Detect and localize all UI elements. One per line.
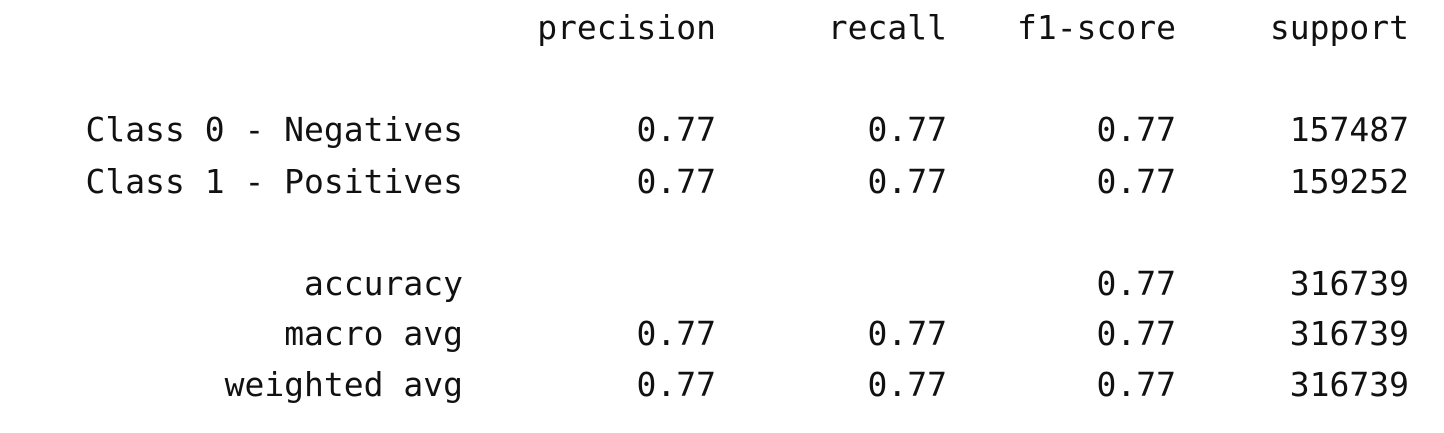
accuracy-row: accuracy 0.77 316739 xyxy=(0,262,1444,306)
precision-value: 0.77 xyxy=(636,162,716,201)
weighted-avg-row: weighted avg 0.77 0.77 0.77 316739 xyxy=(0,363,1444,407)
f1-score-value: 0.77 xyxy=(1096,264,1176,303)
f1-score-value: 0.77 xyxy=(1096,365,1176,404)
class-row-negatives: Class 0 - Negatives 0.77 0.77 0.77 15748… xyxy=(0,108,1444,152)
support-value: 157487 xyxy=(1289,110,1409,149)
macro-avg-row: macro avg 0.77 0.77 0.77 316739 xyxy=(0,312,1444,356)
precision-value: 0.77 xyxy=(636,110,716,149)
recall-value: 0.77 xyxy=(867,110,947,149)
support-value: 316739 xyxy=(1289,264,1409,303)
precision-value: 0.77 xyxy=(636,365,716,404)
row-label: Class 1 - Positives xyxy=(85,162,464,201)
header-row: precision recall f1-score support xyxy=(0,6,1444,50)
f1-score-value: 0.77 xyxy=(1096,110,1176,149)
row-label: accuracy xyxy=(304,264,463,303)
support-value: 159252 xyxy=(1289,162,1409,201)
f1-score-value: 0.77 xyxy=(1096,314,1176,353)
recall-value: 0.77 xyxy=(867,162,947,201)
support-value: 316739 xyxy=(1289,314,1409,353)
recall-value: 0.77 xyxy=(867,365,947,404)
header-f1-score: f1-score xyxy=(1017,8,1176,47)
f1-score-value: 0.77 xyxy=(1096,162,1176,201)
row-label: macro avg xyxy=(284,314,463,353)
recall-value: 0.77 xyxy=(867,314,947,353)
support-value: 316739 xyxy=(1289,365,1409,404)
precision-value: 0.77 xyxy=(636,314,716,353)
header-recall: recall xyxy=(827,8,947,47)
header-support: support xyxy=(1269,8,1409,47)
row-label: weighted avg xyxy=(224,365,463,404)
header-precision: precision xyxy=(537,8,716,47)
class-row-positives: Class 1 - Positives 0.77 0.77 0.77 15925… xyxy=(0,160,1444,204)
row-label: Class 0 - Negatives xyxy=(85,110,464,149)
